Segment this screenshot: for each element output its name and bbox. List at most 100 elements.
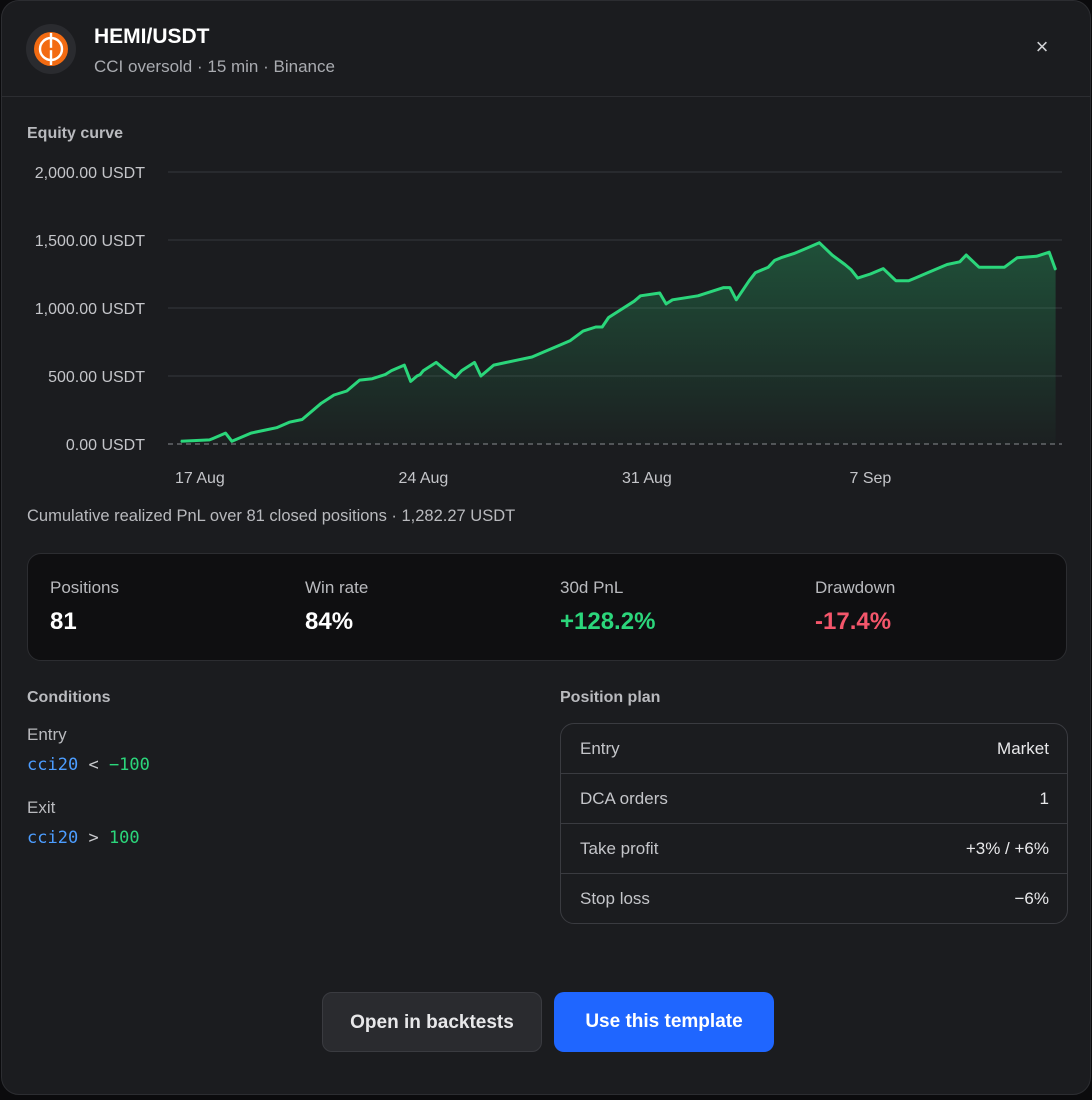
data-point: [755, 272, 756, 274]
y-tick-label: 2,000.00 USDT: [35, 165, 146, 182]
data-point: [729, 287, 731, 289]
data-point: [544, 351, 546, 352]
data-point: [557, 345, 558, 347]
data-point: [442, 367, 444, 369]
close-icon[interactable]: ×: [1035, 34, 1049, 59]
data-point: [263, 429, 265, 431]
equity-caption: Cumulative realized PnL over 81 closed p…: [27, 507, 516, 525]
data-point: [505, 361, 507, 363]
data-point: [908, 280, 910, 282]
use-template-button[interactable]: Use this template: [554, 992, 774, 1052]
stats-panel: Positions 81 Win rate 84% 30d PnL +128.2…: [27, 553, 1067, 661]
stat-30d-pnl: 30d PnL +128.2%: [560, 578, 655, 636]
data-point: [371, 378, 373, 380]
stat-positions: Positions 81: [50, 578, 119, 636]
data-point: [518, 359, 520, 361]
data-point: [735, 299, 737, 301]
condition-variable: cci20: [27, 828, 79, 848]
data-point: [320, 402, 322, 404]
stat-value: +128.2%: [560, 608, 656, 635]
condition-value: 100: [108, 828, 140, 848]
data-point: [748, 280, 750, 282]
data-point: [416, 375, 418, 377]
data-point: [774, 259, 776, 261]
data-point: [410, 380, 412, 382]
x-tick-label: 24 Aug: [399, 470, 449, 487]
data-point: [991, 266, 993, 268]
data-point: [569, 340, 571, 342]
plan-row-label: DCA orders: [580, 789, 668, 808]
stat-label: Drawdown: [815, 578, 896, 597]
y-tick-label: 1,000.00 USDT: [35, 301, 146, 318]
data-point: [359, 379, 361, 381]
data-point: [209, 439, 210, 441]
data-point: [850, 269, 852, 271]
exit-condition-code: cci20 > 100: [27, 828, 140, 848]
data-point: [659, 292, 661, 294]
data-point: [1004, 266, 1005, 268]
data-point: [480, 375, 482, 377]
data-point: [301, 419, 303, 420]
data-point: [391, 370, 392, 372]
data-point: [710, 291, 712, 293]
plan-row-label: Entry: [580, 739, 620, 758]
x-tick-label: 31 Aug: [622, 470, 672, 487]
data-point: [435, 361, 437, 363]
data-point: [531, 356, 533, 358]
data-point: [818, 242, 820, 244]
y-tick-label: 0.00 USDT: [66, 437, 145, 454]
data-point: [250, 432, 252, 434]
exit-condition-label: Exit: [27, 798, 56, 817]
condition-operator: >: [88, 828, 99, 848]
data-point: [403, 364, 405, 366]
plan-row-stop-loss: Stop loss −6%: [561, 874, 1067, 923]
data-point: [767, 266, 769, 268]
data-point: [288, 421, 290, 423]
plan-row-dca-orders: DCA orders 1: [561, 774, 1067, 824]
data-point: [1048, 251, 1050, 253]
data-point: [806, 247, 808, 249]
data-point: [672, 299, 673, 301]
data-point: [723, 287, 725, 289]
data-point: [946, 264, 948, 265]
plan-row-value: −6%: [1014, 889, 1050, 908]
data-point: [454, 376, 456, 378]
data-point: [225, 432, 226, 434]
data-point: [914, 277, 916, 279]
hemi-logo-icon: [26, 24, 76, 74]
equity-area: [180, 242, 1056, 444]
x-tick-label: 7 Sep: [850, 470, 892, 487]
condition-variable: cci20: [27, 755, 79, 775]
data-point: [601, 326, 603, 328]
entry-condition-label: Entry: [27, 725, 67, 744]
plan-row-entry: Entry Market: [561, 724, 1067, 774]
pair-title: HEMI/USDT: [94, 25, 210, 48]
data-point: [978, 266, 980, 268]
data-point: [869, 273, 871, 275]
stat-drawdown: Drawdown -17.4%: [815, 578, 895, 636]
x-tick-label: 17 Aug: [175, 470, 225, 487]
data-point: [333, 394, 335, 396]
data-point: [857, 277, 859, 279]
stat-label: Positions: [50, 578, 119, 597]
data-point: [633, 300, 635, 302]
open-in-backtests-button[interactable]: Open in backtests: [322, 992, 542, 1052]
position-plan-table: Entry Market DCA orders 1 Take profit +3…: [560, 723, 1068, 924]
condition-operator: <: [88, 755, 99, 775]
stat-value: 81: [50, 608, 77, 635]
data-point: [895, 280, 897, 282]
data-point: [231, 440, 233, 442]
data-point: [474, 361, 475, 363]
equity-curve-label: Equity curve: [27, 125, 124, 142]
conditions-label: Conditions: [27, 689, 111, 706]
data-point: [959, 261, 961, 263]
data-point: [422, 370, 424, 372]
stat-value: -17.4%: [815, 608, 892, 635]
stat-win-rate: Win rate 84%: [305, 578, 368, 636]
data-point: [1016, 257, 1018, 259]
data-point: [1036, 255, 1037, 257]
plan-row-take-profit: Take profit +3% / +6%: [561, 824, 1067, 874]
strategy-subtitle: CCI oversold · 15 min · Binance: [94, 57, 335, 76]
position-plan-label: Position plan: [560, 689, 661, 706]
